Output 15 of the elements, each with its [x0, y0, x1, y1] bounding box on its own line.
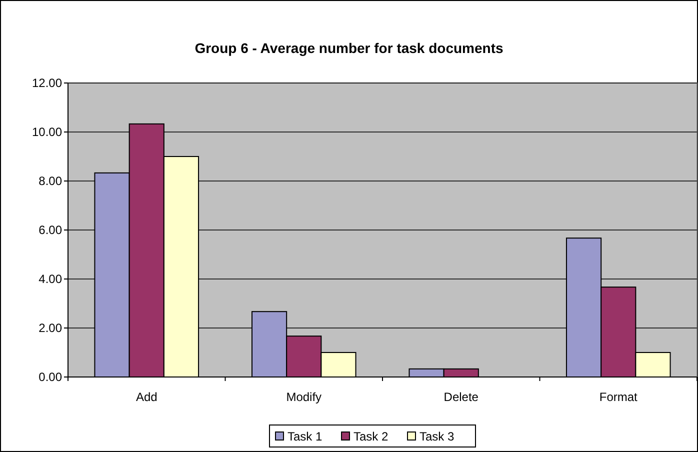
y-tick-label: 4.00 [38, 272, 62, 286]
legend-label: Task 1 [288, 430, 323, 444]
y-tick-label: 0.00 [38, 370, 62, 384]
x-tick-label: Modify [286, 390, 322, 404]
x-tick-label: Format [599, 390, 638, 404]
y-tick-label: 10.00 [32, 125, 62, 140]
legend-label: Task 2 [354, 430, 389, 444]
legend-label: Task 3 [420, 430, 455, 444]
x-tick-label: Delete [444, 390, 479, 404]
x-tick-label: Add [136, 390, 158, 404]
y-tick-label: 2.00 [38, 321, 62, 336]
y-tick-label: 6.00 [38, 223, 62, 238]
y-tick-label: 8.00 [38, 174, 62, 188]
chart-title: Group 6 - Average number for task documents [194, 40, 504, 56]
y-tick-label: 12.00 [32, 76, 62, 90]
